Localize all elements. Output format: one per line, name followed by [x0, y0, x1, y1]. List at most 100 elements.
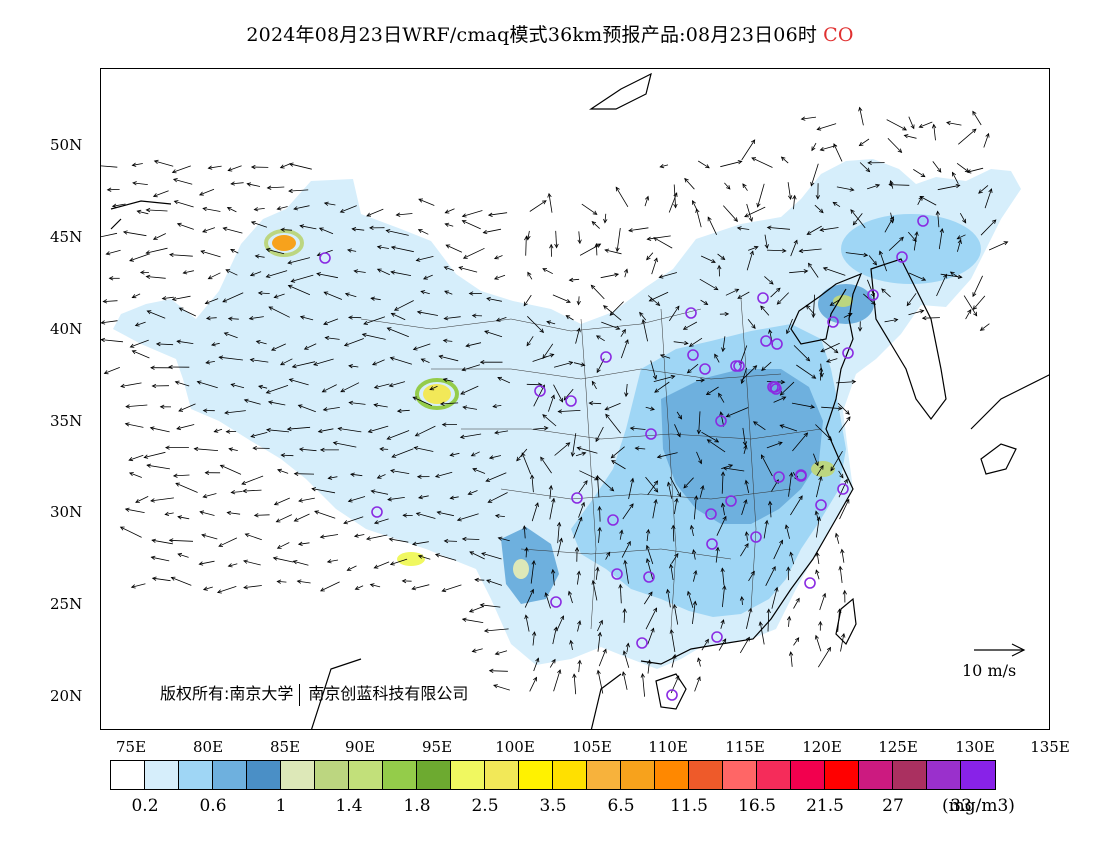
wind-arrow-head — [717, 264, 722, 270]
wind-arrow-head — [487, 498, 493, 503]
wind-arrow — [208, 272, 221, 280]
wind-arrow-head — [371, 361, 377, 366]
wind-arrow-head — [346, 566, 352, 571]
wind-arrow — [799, 248, 822, 252]
wind-arrow-head — [386, 327, 392, 332]
wind-arrow-head — [202, 408, 208, 413]
hotspot-yunnan — [513, 559, 529, 579]
wind-arrow-head — [376, 245, 382, 250]
wind-arrow — [172, 165, 191, 173]
wind-arrow-head — [270, 346, 276, 351]
wind-arrow-head — [151, 383, 157, 389]
wind-arrow-head — [939, 228, 944, 233]
wind-arrow — [177, 516, 190, 520]
wind-arrow-head — [128, 472, 134, 477]
wind-arrow — [244, 399, 261, 405]
station-marker — [827, 316, 839, 328]
wind-arrow — [766, 249, 786, 252]
wind-arrow-head — [743, 499, 748, 504]
wind-arrow-head — [542, 414, 547, 419]
wind-arrow-head — [249, 357, 255, 363]
wind-arrow-head — [213, 428, 219, 433]
station-marker — [804, 577, 816, 589]
wind-arrow-head — [159, 404, 165, 409]
wind-arrow — [933, 124, 936, 141]
wind-arrow-head — [230, 248, 235, 253]
lon-label-85e: 85E — [269, 738, 301, 756]
lon-label-100e: 100E — [495, 738, 535, 756]
wind-arrow — [780, 381, 795, 396]
wind-arrow — [908, 116, 915, 129]
wind-arrow — [230, 249, 239, 254]
wind-arrow-head — [444, 209, 450, 214]
wind-arrow-head — [849, 187, 855, 192]
wind-arrow — [671, 553, 679, 564]
wind-arrow — [484, 330, 503, 338]
wind-arrow — [340, 205, 357, 213]
wind-arrow — [214, 428, 223, 433]
wind-arrow — [837, 402, 850, 415]
wind-arrow — [649, 291, 669, 302]
coastline-sakhalin — [589, 72, 652, 110]
wind-arrow-head — [629, 503, 634, 508]
wind-arrow-head — [363, 320, 369, 325]
wind-arrow — [288, 257, 310, 264]
wind-arrow-head — [646, 255, 651, 261]
wind-arrow-head — [588, 401, 594, 406]
wind-arrow-head — [178, 307, 184, 312]
wind-arrow-head — [641, 318, 646, 324]
wind-arrow-head — [711, 259, 716, 263]
wind-arrow — [620, 339, 629, 359]
wind-arrow-head — [324, 335, 330, 341]
wind-arrow — [390, 470, 410, 474]
wind-arrow — [737, 291, 750, 299]
wind-arrow-head — [469, 551, 475, 556]
wind-arrow — [773, 396, 786, 403]
colorbar-label: 3.5 — [539, 796, 567, 816]
wind-arrow — [946, 122, 962, 126]
wind-arrow-head — [737, 160, 743, 165]
wind-arrow-head — [461, 536, 467, 542]
wind-arrow-head — [566, 298, 571, 303]
wind-arrow — [255, 255, 265, 258]
wind-arrow-head — [344, 292, 350, 297]
wind-arrow — [687, 591, 694, 608]
wind-arrow-head — [646, 236, 652, 241]
wind-arrow — [327, 559, 339, 563]
wind-arrow-head — [198, 561, 204, 566]
wind-arrow-head — [441, 588, 447, 593]
wind-arrow — [151, 556, 170, 562]
wind-arrow-head — [972, 110, 977, 116]
wind-arrow-head — [440, 401, 445, 406]
wind-arrow — [952, 172, 959, 184]
wind-arrow — [254, 514, 270, 516]
wind-arrow — [377, 474, 386, 479]
wind-arrow-head — [595, 474, 600, 480]
lon-label-110e: 110E — [648, 738, 688, 756]
wind-arrow-head — [818, 208, 824, 214]
wind-arrow-head — [444, 290, 449, 295]
wind-arrow — [154, 160, 174, 167]
wind-arrow — [313, 358, 334, 366]
wind-arrow — [293, 205, 310, 210]
wind-arrow — [724, 182, 731, 190]
wind-arrow-head — [230, 490, 236, 495]
wind-arrow-head — [846, 416, 851, 422]
colorbar-swatch — [213, 761, 247, 789]
wind-arrow — [879, 251, 887, 272]
wind-arrow-head — [366, 212, 372, 217]
wind-arrow — [600, 273, 619, 279]
wind-arrow-head — [966, 169, 972, 174]
wind-arrow-head — [845, 410, 850, 415]
wind-arrow — [129, 253, 149, 262]
wind-arrow — [628, 478, 634, 500]
wind-arrow — [300, 316, 314, 321]
wind-arrow — [377, 246, 389, 249]
wind-arrow — [579, 243, 601, 256]
wind-arrow — [667, 589, 671, 608]
wind-arrow — [619, 584, 622, 604]
reference-vector-arrow — [974, 643, 1026, 657]
colorbar-swatch — [893, 761, 927, 789]
wind-arrow — [630, 427, 646, 430]
wind-arrow-head — [485, 477, 491, 482]
